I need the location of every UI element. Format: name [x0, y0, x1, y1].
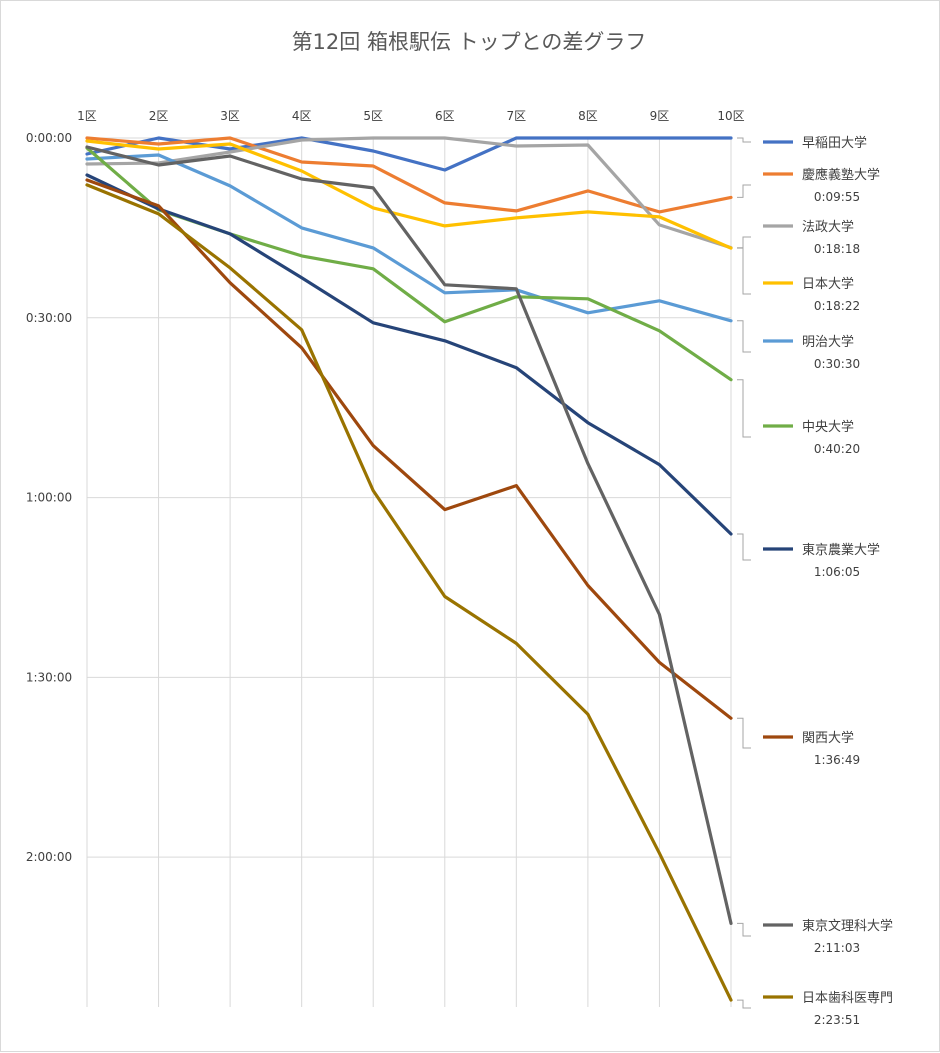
leader-line	[737, 379, 751, 438]
final-gap-label: 0:18:18	[814, 242, 860, 256]
final-gap-label: 1:06:05	[814, 565, 860, 579]
x-tick-label: 7区	[507, 109, 527, 123]
series-line	[85, 136, 733, 214]
legend-label: 中央大学	[802, 419, 854, 435]
x-tick-label: 9区	[650, 109, 670, 123]
legend-label: 日本歯科医専門	[802, 991, 893, 1006]
leader-line	[737, 717, 751, 749]
x-axis-tick-labels: 1区 2区 3区 4区 5区 6区 7区 8区 9区 10区	[77, 109, 744, 123]
series-line	[85, 136, 733, 172]
leader-line	[737, 247, 751, 295]
series-line	[85, 136, 733, 250]
leader-line	[737, 236, 751, 249]
final-gap-label: 0:09:55	[814, 190, 860, 204]
series-line	[85, 173, 733, 536]
legend-label: 東京文理科大学	[802, 918, 893, 934]
final-gap-label: 2:23:51	[814, 1013, 860, 1027]
x-tick-label: 2区	[149, 109, 169, 123]
series-line	[85, 178, 733, 720]
x-tick-label: 3区	[220, 109, 240, 123]
legend-label: 関西大学	[802, 730, 854, 746]
final-gap-label: 0:18:22	[814, 299, 860, 313]
x-tick-label: 1区	[77, 109, 97, 123]
leader-line	[737, 922, 751, 937]
final-gap-label: 0:40:20	[814, 442, 860, 456]
leader-line	[737, 184, 751, 198]
leader-line	[737, 999, 751, 1009]
series-line	[85, 139, 733, 250]
leader-line	[737, 533, 751, 561]
y-tick-label: 1:00:00	[26, 491, 72, 505]
y-tick-label: 2:00:00	[26, 850, 72, 864]
legend-label: 早稲田大学	[802, 135, 867, 151]
y-tick-label: 0:00:00	[26, 131, 72, 145]
gridlines	[86, 137, 732, 1007]
legend-label: 法政大学	[802, 219, 854, 235]
final-gap-label: 2:11:03	[814, 941, 860, 955]
leader-line	[737, 137, 751, 143]
legend-label: 日本大学	[802, 276, 854, 292]
x-tick-label: 10区	[717, 109, 744, 123]
leader-line	[737, 320, 751, 353]
series-line	[85, 145, 733, 926]
y-tick-label: 0:30:00	[26, 311, 72, 325]
x-tick-label: 8区	[578, 109, 598, 123]
series-line	[85, 153, 733, 323]
final-gap-label: 1:36:49	[814, 753, 860, 767]
legend-label: 慶應義塾大学	[802, 167, 880, 183]
y-axis-tick-labels: 0:00:00 0:30:00 1:00:00 1:30:00 2:00:00	[26, 131, 72, 864]
x-tick-label: 4区	[292, 109, 312, 123]
x-tick-label: 5区	[363, 109, 383, 123]
y-tick-label: 1:30:00	[26, 670, 72, 684]
x-tick-label: 6区	[435, 109, 455, 123]
legend-label: 東京農業大学	[802, 542, 880, 558]
chart-title: 第12回 箱根駅伝 トップとの差グラフ	[292, 30, 647, 54]
legend-label: 明治大学	[802, 334, 854, 350]
series-line	[85, 183, 733, 1002]
series-lines	[85, 136, 733, 1002]
final-gap-label: 0:30:30	[814, 357, 860, 371]
